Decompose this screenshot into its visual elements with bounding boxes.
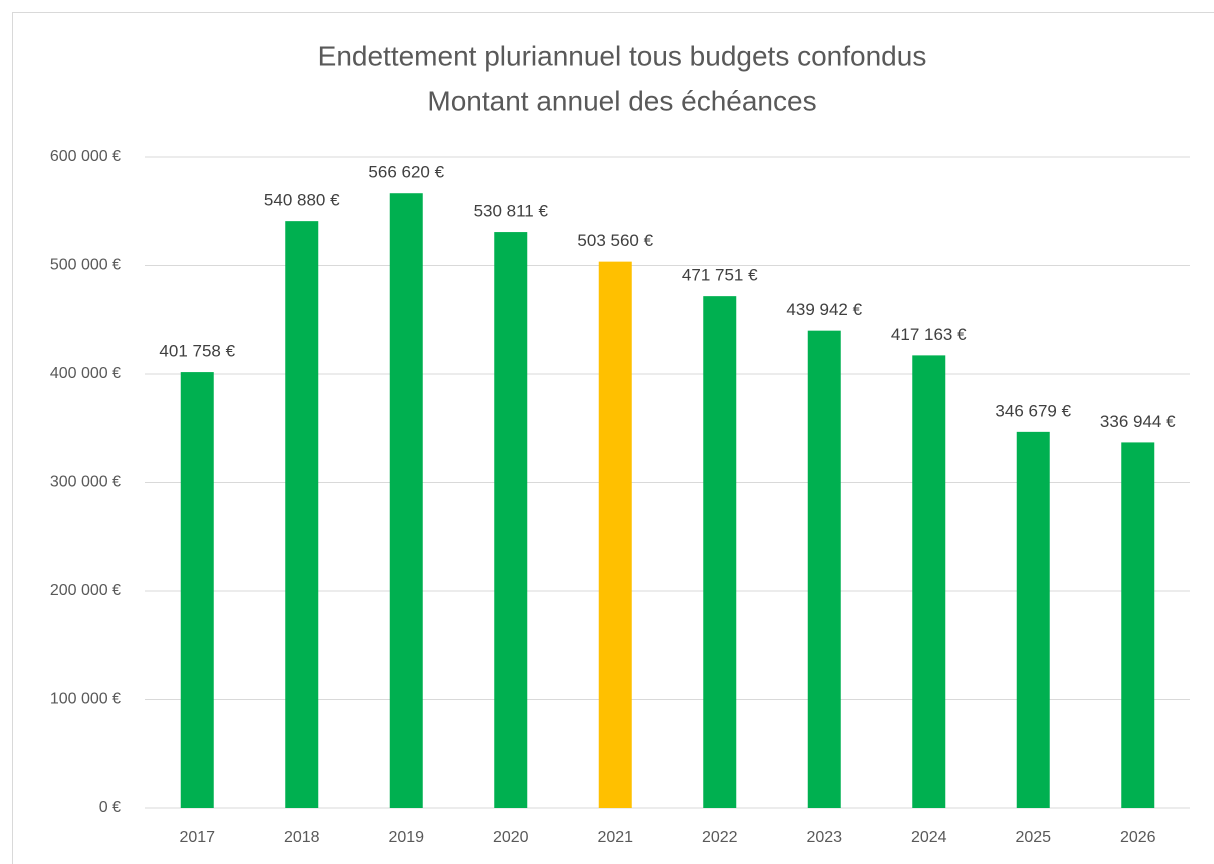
bar — [912, 355, 946, 808]
data-label: 417 163 € — [891, 325, 967, 344]
x-tick-label: 2026 — [1120, 829, 1156, 846]
y-tick-label: 200 000 € — [50, 582, 121, 599]
x-tick-label: 2018 — [284, 829, 320, 846]
data-label: 566 620 € — [368, 163, 444, 182]
data-label: 540 880 € — [264, 191, 340, 210]
x-tick-label: 2024 — [911, 829, 947, 846]
x-tick-label: 2017 — [179, 829, 215, 846]
x-tick-label: 2022 — [702, 829, 738, 846]
y-tick-label: 300 000 € — [50, 474, 121, 491]
chart-title: Montant annuel des échéances — [427, 85, 816, 116]
data-label: 401 758 € — [159, 342, 235, 361]
data-label: 503 560 € — [577, 231, 653, 250]
bar — [1016, 431, 1050, 808]
x-tick-label: 2023 — [806, 829, 842, 846]
bar — [285, 221, 319, 808]
x-tick-label: 2019 — [388, 829, 424, 846]
bar — [389, 193, 423, 809]
data-label: 346 679 € — [995, 401, 1071, 420]
data-label: 530 811 € — [474, 202, 549, 221]
bar — [1121, 442, 1155, 808]
data-label: 471 751 € — [682, 266, 758, 285]
y-tick-label: 100 000 € — [50, 691, 121, 708]
bar — [598, 261, 632, 808]
y-tick-label: 400 000 € — [50, 365, 121, 382]
y-tick-label: 0 € — [99, 799, 121, 816]
x-tick-label: 2020 — [493, 829, 529, 846]
bar — [807, 330, 841, 808]
y-tick-label: 500 000 € — [50, 257, 121, 274]
x-tick-label: 2021 — [597, 829, 633, 846]
x-tick-label: 2025 — [1015, 829, 1051, 846]
chart-title: Endettement pluriannuel tous budgets con… — [318, 40, 927, 71]
y-tick-label: 600 000 € — [50, 148, 121, 165]
bar — [494, 232, 528, 808]
data-label: 439 942 € — [786, 300, 862, 319]
bar — [703, 296, 737, 808]
data-label: 336 944 € — [1100, 412, 1176, 431]
bar — [180, 372, 214, 808]
